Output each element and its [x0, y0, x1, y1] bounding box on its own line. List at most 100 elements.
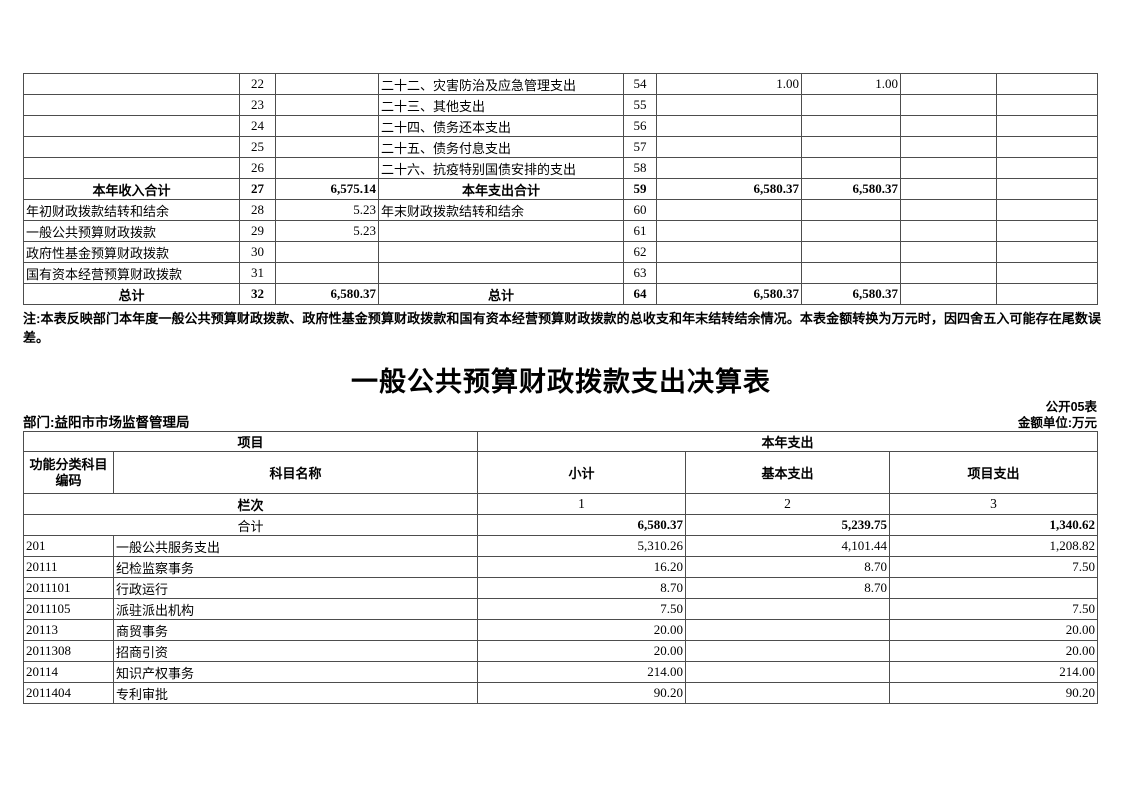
amount-basic-expense	[685, 682, 891, 704]
expense-line-no: 59	[623, 178, 657, 200]
summary-row: 本年收入合计 27 6,575.14 本年支出合计 59 6,580.37 6,580.37	[23, 178, 1098, 200]
subject-name: 合计	[22, 514, 479, 536]
header-group-row: 项目 本年支出	[22, 431, 1099, 452]
expense-item-label: 二十六、抗疫特别国债安排的支出	[378, 157, 624, 179]
amount-project-expense: 1,340.62	[889, 514, 1099, 536]
expense-amount-general-budget	[801, 94, 901, 116]
expense-item-label: 年末财政拨款结转和结余	[378, 199, 624, 221]
subject-code: 201	[23, 535, 114, 557]
income-line-no: 29	[239, 220, 276, 242]
income-amount	[275, 136, 379, 158]
income-amount	[275, 262, 379, 284]
expense-amount-total: 1.00	[656, 73, 802, 95]
income-line-no: 27	[239, 178, 276, 200]
subject-name: 纪检监察事务	[112, 556, 479, 578]
expense-amount-total	[656, 262, 802, 284]
income-amount	[275, 241, 379, 263]
expense-amount-state-capital	[996, 136, 1098, 158]
expense-line-no: 56	[623, 115, 657, 137]
expense-amount-state-capital	[996, 115, 1098, 137]
subject-name: 专利审批	[112, 682, 479, 704]
income-item-label	[23, 157, 240, 179]
expense-amount-state-capital	[996, 94, 1098, 116]
expense-amount-general-budget	[801, 241, 901, 263]
summary-row: 总计 32 6,580.37 总计 64 6,580.37 6,580.37	[23, 283, 1098, 305]
department-label: 部门:益阳市市场监督管理局	[23, 415, 190, 430]
expense-amount-gov-fund	[900, 262, 997, 284]
column-index-1: 1	[477, 493, 687, 515]
expense-row: 201 一般公共服务支出 5,310.26 4,101.44 1,208.82	[23, 535, 1099, 557]
expense-amount-state-capital	[996, 262, 1098, 284]
expense-amount-gov-fund	[900, 220, 997, 242]
amount-project-expense	[889, 577, 1099, 599]
expense-amount-gov-fund	[900, 241, 997, 263]
column-index-3: 3	[889, 493, 1099, 515]
amount-subtotal: 16.20	[477, 556, 687, 578]
expense-line-no: 55	[623, 94, 657, 116]
expense-amount-state-capital	[996, 283, 1098, 305]
income-item-label	[23, 73, 240, 95]
expense-amount-total	[656, 136, 802, 158]
expense-amount-gov-fund	[900, 178, 997, 200]
header-column-row: 功能分类科目编码 科目名称 小计 基本支出 项目支出	[23, 451, 1099, 494]
expense-row: 2011101 行政运行 8.70 8.70	[23, 577, 1099, 599]
amount-project-expense: 1,208.82	[889, 535, 1099, 557]
amount-subtotal: 8.70	[477, 577, 687, 599]
year-expense-group-header: 本年支出	[477, 431, 1099, 452]
amount-project-expense: 7.50	[889, 556, 1099, 578]
expense-item-label	[378, 220, 624, 242]
income-line-no: 32	[239, 283, 276, 305]
expense-row: 2011308 招商引资 20.00 20.00	[23, 640, 1099, 662]
income-item-label	[23, 115, 240, 137]
income-line-no: 31	[239, 262, 276, 284]
income-line-no: 26	[239, 157, 276, 179]
subject-column-header: 科目名称	[112, 451, 479, 494]
income-item-label: 政府性基金预算财政拨款	[23, 241, 240, 263]
expense-amount-total	[656, 157, 802, 179]
expense-amount-gov-fund	[900, 115, 997, 137]
column-index-2: 2	[685, 493, 891, 515]
table-footnote: 注:本表反映部门本年度一般公共预算财政拨款、政府性基金预算财政拨款和国有资本经营…	[23, 311, 1101, 345]
expense-item-label: 本年支出合计	[378, 178, 624, 200]
expense-row: 合计 6,580.37 5,239.75 1,340.62	[22, 514, 1099, 536]
expense-item-label: 二十五、债务付息支出	[378, 136, 624, 158]
column-index-row: 栏次 1 2 3	[22, 493, 1099, 515]
income-amount	[275, 115, 379, 137]
expense-amount-general-budget	[801, 199, 901, 221]
expense-line-no: 54	[623, 73, 657, 95]
summary-row: 22 二十二、灾害防治及应急管理支出 54 1.00 1.00	[23, 73, 1098, 95]
summary-table-body: 22 二十二、灾害防治及应急管理支出 54 1.00 1.00 23 二十三、其他支出 55 2…	[23, 73, 1098, 305]
expense-amount-gov-fund	[900, 199, 997, 221]
expense-amount-total	[656, 94, 802, 116]
basic-column-header: 基本支出	[685, 451, 891, 494]
expense-item-label: 总计	[378, 283, 624, 305]
expense-amount-gov-fund	[900, 283, 997, 305]
income-amount: 6,575.14	[275, 178, 379, 200]
expense-amount-general-budget: 1.00	[801, 73, 901, 95]
summary-row: 23 二十三、其他支出 55	[23, 94, 1098, 116]
income-item-label: 国有资本经营预算财政拨款	[23, 262, 240, 284]
expense-amount-total	[656, 115, 802, 137]
subject-code: 2011308	[23, 640, 114, 662]
summary-row: 25 二十五、债务付息支出 57	[23, 136, 1098, 158]
amount-subtotal: 20.00	[477, 619, 687, 641]
project-group-header: 项目	[22, 431, 479, 452]
expense-table-header: 项目 本年支出 功能分类科目编码 科目名称 小计 基本支出 项目支出 栏次 1 …	[22, 431, 1099, 515]
subtotal-column-header: 小计	[477, 451, 687, 494]
amount-subtotal: 5,310.26	[477, 535, 687, 557]
expense-item-label: 二十二、灾害防治及应急管理支出	[378, 73, 624, 95]
amount-project-expense: 20.00	[889, 619, 1099, 641]
expense-amount-general-budget	[801, 115, 901, 137]
income-line-no: 30	[239, 241, 276, 263]
expense-amount-total	[656, 199, 802, 221]
amount-basic-expense: 5,239.75	[685, 514, 891, 536]
expense-amount-general-budget: 6,580.37	[801, 178, 901, 200]
expense-amount-general-budget: 6,580.37	[801, 283, 901, 305]
subject-name: 一般公共服务支出	[112, 535, 479, 557]
subject-name: 派驻派出机构	[112, 598, 479, 620]
code-column-header: 功能分类科目编码	[23, 451, 114, 494]
expense-amount-state-capital	[996, 178, 1098, 200]
lanci-header: 栏次	[22, 493, 479, 515]
expense-line-no: 60	[623, 199, 657, 221]
amount-basic-expense	[685, 619, 891, 641]
